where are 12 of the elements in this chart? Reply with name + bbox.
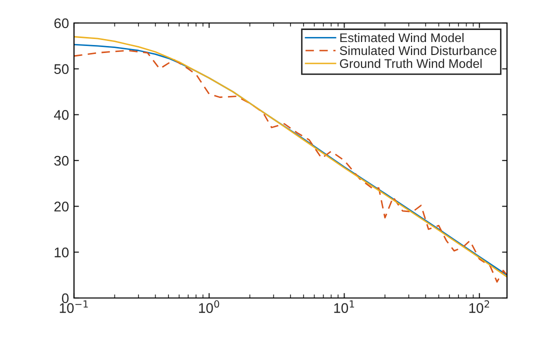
y-tick-label: 10 [54,248,69,258]
legend-label: Estimated Wind Model [340,33,464,42]
legend-label: Ground Truth Wind Model [340,58,482,68]
x-tick-label: 10$^{2}$ [469,300,490,313]
y-tick-label: 50 [54,64,69,74]
y-tick-label: 40 [54,110,69,120]
y-tick-label: 60 [54,18,69,28]
y-tick-label: 20 [54,202,69,212]
legend-label: Simulated Wind Disturbance [340,46,496,56]
x-tick-label: 10$^{1}$ [334,300,354,313]
x-tick-label: 10$^{0}$ [199,300,220,313]
y-tick-label: 30 [54,156,69,166]
